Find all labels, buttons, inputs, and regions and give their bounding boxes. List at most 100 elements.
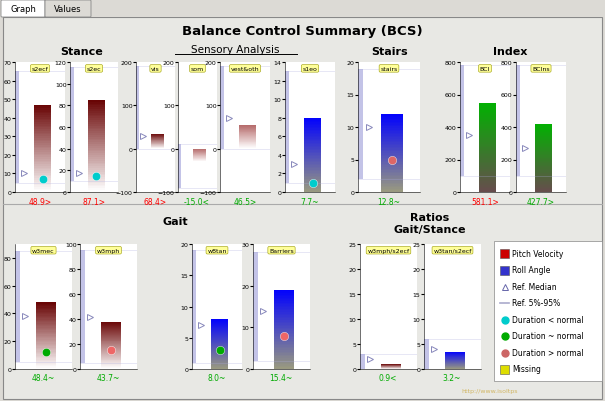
Text: Missing: Missing [512,365,541,374]
Bar [479,162,496,164]
Bar [535,134,552,135]
Bar [88,139,105,141]
Text: BCIns: BCIns [532,67,550,72]
Bar [211,328,228,329]
Bar [535,182,552,183]
Bar [381,118,403,119]
Bar [304,175,321,176]
Bar [275,325,294,326]
Bar [102,366,122,367]
Bar [211,347,228,348]
Bar [102,330,122,331]
Bar [34,123,51,125]
Bar [381,160,403,161]
Bar [381,122,403,124]
Bar [88,152,105,154]
Bar [381,189,403,191]
Bar [211,338,228,339]
Bar [88,143,105,145]
Bar [304,178,321,179]
Bar [275,352,294,353]
Text: 68.4>: 68.4> [143,198,166,207]
Bar [479,159,496,160]
Bar [36,349,56,350]
Bar [36,337,56,338]
Bar [304,191,321,192]
Bar [88,136,105,138]
Bar [211,332,228,333]
Bar [102,336,122,337]
Bar [34,182,51,184]
Bar [535,190,552,191]
Bar [239,134,257,135]
Bar [211,364,228,365]
Bar [275,320,294,322]
Bar [211,351,228,352]
Bar [239,148,257,149]
Bar [36,357,56,358]
Bar [535,158,552,160]
Bar [34,165,51,166]
Bar [34,112,51,114]
Text: Index: Index [493,47,527,57]
Bar [88,189,105,191]
Bar [36,317,56,318]
Bar [304,147,321,148]
Bar [239,136,257,137]
Bar [479,116,496,117]
Bar [381,171,403,172]
Bar [88,161,105,163]
Bar [479,119,496,121]
Bar [275,353,294,355]
Bar [304,122,321,123]
Bar [102,357,122,358]
Bar [535,161,552,162]
Bar [535,178,552,179]
Bar [36,367,56,368]
Text: 15.4~: 15.4~ [269,373,293,382]
Bar [36,316,56,317]
Bar [211,340,228,341]
Bar [275,328,294,330]
Bar [211,346,228,347]
Text: 3.2~: 3.2~ [443,373,461,382]
Bar [516,66,520,176]
Bar [88,182,105,183]
Bar [88,183,105,185]
Bar [88,101,105,103]
Bar [88,165,105,167]
Bar [211,354,228,355]
Bar [34,114,51,116]
Bar [102,350,122,351]
Bar [535,126,552,127]
Bar [102,356,122,357]
Bar [239,130,257,131]
Bar [211,356,228,357]
Bar [239,129,257,130]
Bar [275,361,294,363]
Bar [275,312,294,314]
Bar [381,158,403,160]
Bar [34,140,51,142]
Bar [479,152,496,153]
Bar [88,123,105,125]
Bar [211,352,228,353]
Bar [304,186,321,188]
Text: Balance Control Summary (BCS): Balance Control Summary (BCS) [182,25,422,38]
Bar [34,135,51,137]
Text: stairs: stairs [381,67,397,72]
Bar [34,109,51,111]
Bar [460,66,464,176]
Bar [275,358,294,360]
Bar [479,180,496,182]
Bar [479,107,496,109]
Bar [34,105,51,107]
Text: 12.8~: 12.8~ [378,198,401,207]
Bar [102,340,122,341]
Bar [88,134,105,136]
Bar [34,126,51,128]
Bar [102,347,122,348]
Bar [36,330,56,332]
Bar [535,179,552,180]
Bar [36,312,56,313]
